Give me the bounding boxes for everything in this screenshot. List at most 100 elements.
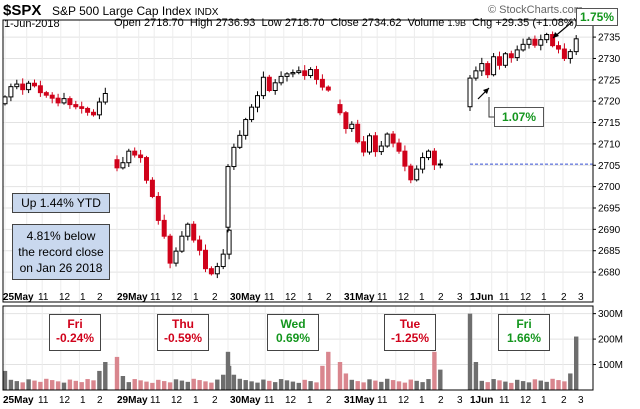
price-x-tick-label: 30May: [230, 292, 261, 303]
volume-bar: [156, 379, 161, 390]
candle-body: [8, 86, 14, 98]
volume-bar: [126, 382, 131, 390]
candle-body: [396, 142, 402, 152]
volume-x-tick-label: 12: [171, 395, 183, 406]
volume-bar: [379, 381, 384, 390]
volume-bar: [173, 379, 179, 390]
candle-body: [255, 95, 260, 108]
candle-body: [367, 135, 372, 153]
candle-body: [414, 168, 420, 181]
volume-bar: [32, 380, 37, 390]
volume-bar: [20, 382, 25, 390]
volume-bar: [91, 380, 96, 390]
price-y-tick-label: 2705: [598, 161, 621, 172]
price-x-tick-label: 25May: [3, 292, 34, 303]
candle-body: [161, 219, 167, 237]
candle-body: [314, 69, 319, 80]
chart-title: $SPX: [3, 2, 41, 19]
price-y-tick-label: 2695: [598, 204, 621, 215]
candle-body: [14, 83, 20, 88]
price-x-tick-label: 12: [171, 292, 183, 303]
candle-body: [185, 223, 191, 237]
ohlc-line: Open 2718.70 High 2736.93 Low 2718.70 Cl…: [114, 17, 591, 29]
volume-x-tick-label: 12: [520, 395, 532, 406]
day-change-box-4: Tue -1.25%: [384, 314, 436, 351]
candle-body: [532, 38, 538, 46]
price-x-tick-label: 1: [307, 292, 313, 303]
volume-bar: [215, 379, 220, 390]
day-change-box-3: Wed 0.69%: [267, 314, 319, 351]
candle-body: [561, 48, 567, 59]
price-y-tick-label: 2700: [598, 182, 621, 193]
volume-x-tick-label: 25May: [3, 395, 34, 406]
price-x-tick-label: 2: [561, 292, 567, 303]
candle-body: [20, 83, 26, 91]
volume-x-tick-label: 11: [377, 395, 388, 406]
volume-bar: [55, 381, 61, 390]
volume-x-tick-label: 2: [438, 395, 444, 406]
volume-bar: [79, 382, 84, 390]
volume-bar: [73, 380, 78, 390]
volume-x-tick-label: 12: [59, 395, 71, 406]
volume-bar: [343, 373, 349, 390]
candle-body: [426, 150, 431, 159]
day-change: -1.25%: [390, 331, 430, 345]
volume-x-tick-label: 1: [80, 395, 86, 406]
volume-bar: [520, 381, 526, 390]
volume-label: Volume: [407, 17, 445, 29]
volume-bar: [503, 381, 508, 390]
candle-body: [284, 73, 290, 77]
volume-x-tick-label: 2: [326, 395, 332, 406]
price-x-tick-label: 3: [578, 292, 584, 303]
record-note-line-2: the record close: [18, 245, 104, 259]
brand-logo: © StockCharts.com: [488, 4, 583, 16]
candle-body: [384, 133, 390, 147]
price-x-tick-label: 12: [285, 292, 297, 303]
volume-x-tick-label: 11: [150, 395, 161, 406]
candle-body: [225, 166, 231, 228]
volume-bar: [2, 370, 8, 390]
symbol: $SPX: [3, 2, 42, 19]
volume-bar: [337, 362, 343, 390]
volume-bar: [97, 370, 102, 390]
volume-x-tick-label: 3: [578, 395, 584, 406]
volume-x-tick-label: 29May: [117, 395, 148, 406]
volume-value: 1.9B: [447, 18, 466, 28]
volume-bar: [120, 376, 126, 390]
volume-x-tick-label: 1Jun: [470, 395, 493, 406]
price-x-tick-label: 1: [541, 292, 547, 303]
candle-body: [319, 78, 325, 88]
candle-body: [296, 70, 302, 74]
price-x-tick-label: 31May: [344, 292, 375, 303]
volume-bar: [209, 382, 214, 390]
volume-bar: [225, 351, 231, 390]
volume-bar: [420, 382, 425, 390]
volume-bars: [2, 313, 579, 390]
ytd-box: Up 1.44% YTD: [12, 193, 110, 213]
volume-bar: [385, 378, 390, 390]
volume-bar: [326, 351, 331, 390]
volume-bar: [67, 379, 73, 390]
candle-body: [167, 235, 173, 264]
low-value: 2718.70: [284, 17, 325, 29]
volume-bar: [243, 380, 248, 390]
volume-bar: [497, 380, 502, 390]
candle-body: [491, 56, 497, 76]
volume-bar: [44, 378, 49, 390]
volume-bar: [103, 362, 108, 390]
volume-x-tick-label: 1: [419, 395, 425, 406]
candle-body: [272, 82, 278, 91]
candle-body: [138, 154, 144, 159]
volume-bar: [568, 373, 573, 390]
arrow-to-high-head: [553, 32, 559, 38]
index-name: S&P 500 Large Cap Index INDX: [52, 4, 218, 18]
candle-body: [343, 112, 349, 130]
volume-bar: [26, 379, 31, 390]
price-y-tick-label: 2735: [598, 33, 621, 44]
candle-body: [114, 159, 120, 169]
candle-body: [144, 157, 149, 181]
price-x-tick-label: 1Jun: [470, 292, 493, 303]
gap-bracket: [488, 97, 494, 118]
price-frame: [2, 19, 594, 303]
high-label: High: [189, 17, 213, 29]
